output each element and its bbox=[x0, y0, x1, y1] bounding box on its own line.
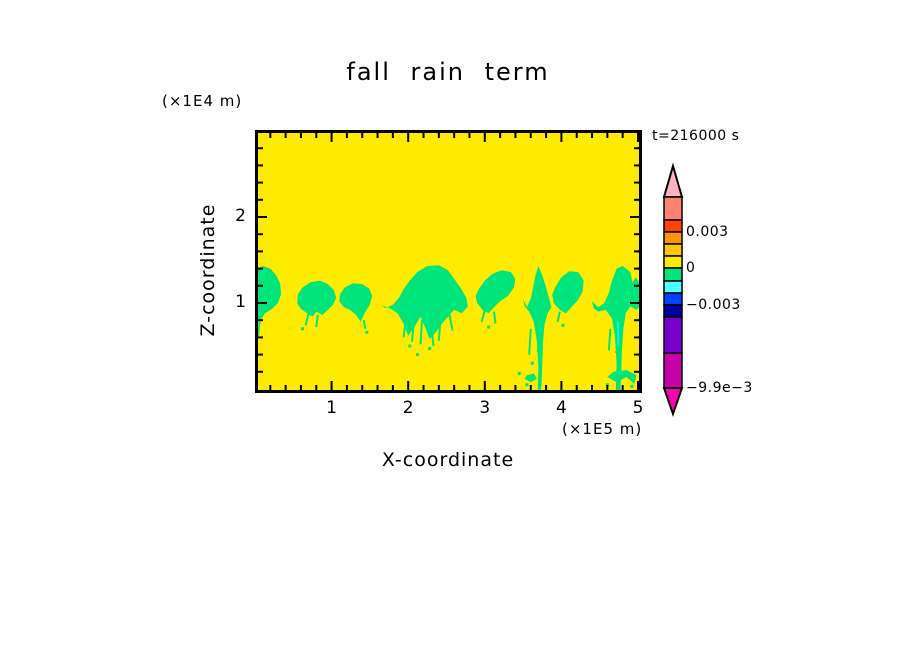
field-background bbox=[255, 130, 642, 393]
colorbar-arrow-bottom bbox=[662, 387, 684, 418]
x-axis-title: X-coordinate bbox=[381, 449, 515, 471]
fall-streak bbox=[304, 313, 310, 326]
speckle bbox=[517, 372, 521, 376]
chart-title: fall rain term bbox=[346, 58, 550, 86]
speckle bbox=[530, 361, 534, 365]
colorbar-cell bbox=[663, 219, 683, 233]
contour-region-surface-patch-x3.6 bbox=[524, 373, 537, 383]
fall-streak bbox=[493, 311, 497, 324]
fall-streak bbox=[437, 320, 442, 341]
x-tick-label: 1 bbox=[326, 398, 337, 418]
colorbar-cell bbox=[663, 255, 683, 269]
colorbar-cell bbox=[663, 316, 683, 354]
speckle bbox=[525, 383, 529, 387]
contour-region-blob-x0.8 bbox=[297, 280, 337, 317]
z-tick-label: 2 bbox=[235, 206, 246, 226]
speckle bbox=[415, 353, 419, 357]
speckle bbox=[536, 348, 540, 352]
fall-streak bbox=[315, 314, 319, 328]
speckle bbox=[605, 383, 609, 387]
z-axis-unit-label: (×1E4 m) bbox=[162, 92, 243, 110]
colorbar-label: 0.003 bbox=[686, 224, 729, 240]
z-axis-title: Z-coordinate bbox=[197, 203, 219, 337]
speckle bbox=[428, 347, 432, 351]
speckle bbox=[487, 325, 491, 329]
colorbar-cell bbox=[663, 267, 683, 282]
speckle bbox=[630, 384, 634, 388]
x-tick-label: 2 bbox=[402, 398, 414, 418]
contour-region-blob-x3.1 bbox=[475, 270, 516, 314]
colorbar-cell bbox=[663, 292, 683, 306]
speckle bbox=[561, 323, 565, 327]
fall-streak bbox=[411, 316, 416, 342]
fall-streak bbox=[480, 309, 486, 323]
fall-streak bbox=[257, 320, 261, 336]
plot-area bbox=[255, 130, 642, 393]
fall-streak bbox=[430, 325, 435, 347]
speckle bbox=[300, 327, 304, 331]
contour-region-blob-x3.7-with-surface-streak bbox=[523, 266, 552, 393]
colorbar-arrow-top bbox=[662, 162, 684, 198]
contour-region-blob-x4.1 bbox=[552, 271, 584, 314]
colorbar bbox=[662, 162, 684, 418]
contour-region-surface-patch-x4.8 bbox=[607, 370, 637, 384]
fall-streak bbox=[528, 328, 532, 355]
plot-frame bbox=[255, 130, 642, 393]
speckle bbox=[365, 330, 369, 334]
colorbar-cell bbox=[663, 196, 683, 221]
speckle bbox=[408, 344, 412, 348]
colorbar-cell bbox=[663, 280, 683, 294]
contour-region-blob-x4.7-with-surface-streak bbox=[592, 266, 642, 393]
orange-speck bbox=[614, 351, 617, 354]
colorbar-cell bbox=[663, 304, 683, 318]
fall-streak bbox=[607, 328, 612, 351]
contour-region-blob-x2.2-large bbox=[379, 265, 468, 340]
colorbar-label: 0 bbox=[686, 260, 696, 276]
x-tick-label: 3 bbox=[479, 398, 491, 418]
colorbar-cell bbox=[663, 231, 683, 245]
fall-streak bbox=[362, 320, 367, 329]
time-annotation: t=216000 s bbox=[652, 128, 740, 144]
x-axis-unit-label: (×1E5 m) bbox=[562, 420, 643, 438]
z-tick-label: 1 bbox=[235, 292, 246, 312]
x-tick-label: 4 bbox=[555, 398, 567, 418]
colorbar-cell bbox=[663, 352, 683, 389]
fall-streak bbox=[402, 311, 408, 338]
fall-streak bbox=[556, 311, 561, 323]
colorbar-cell bbox=[663, 243, 683, 257]
speckle bbox=[618, 361, 622, 365]
contour-region-blob-x1.3 bbox=[339, 283, 373, 322]
contour-region-blob-left-edge bbox=[255, 266, 281, 322]
fall-streak bbox=[419, 320, 423, 345]
x-tick-label: 5 bbox=[632, 398, 644, 418]
fall-streak bbox=[448, 314, 454, 331]
colorbar-label: −9.9e−3 bbox=[686, 380, 753, 396]
colorbar-label: −0.003 bbox=[686, 297, 741, 313]
